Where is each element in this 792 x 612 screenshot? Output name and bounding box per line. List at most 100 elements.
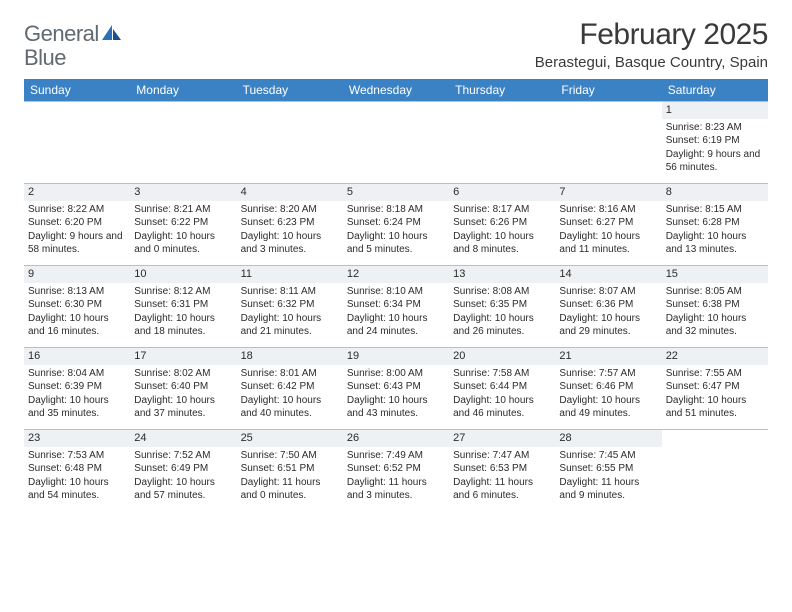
calendar-cell xyxy=(237,102,343,184)
weekday-header: Thursday xyxy=(449,79,555,102)
day-number: 15 xyxy=(662,266,768,283)
sunset-line: Sunset: 6:43 PM xyxy=(347,380,445,394)
header: General Blue February 2025 Berastegui, B… xyxy=(24,18,768,71)
calendar-cell xyxy=(24,102,130,184)
calendar-cell: 23Sunrise: 7:53 AMSunset: 6:48 PMDayligh… xyxy=(24,430,130,512)
calendar-cell: 11Sunrise: 8:11 AMSunset: 6:32 PMDayligh… xyxy=(237,266,343,348)
sunset-line: Sunset: 6:19 PM xyxy=(666,134,764,148)
calendar-body: 1 Sunrise: 8:23 AMSunset: 6:19 PM Daylight… xyxy=(24,102,768,512)
brand-word-2: Blue xyxy=(24,45,66,70)
brand-logo: General Blue xyxy=(24,22,123,70)
sunset-line: Sunset: 6:32 PM xyxy=(241,298,339,312)
calendar-cell: 4Sunrise: 8:20 AMSunset: 6:23 PMDaylight… xyxy=(237,184,343,266)
daylight-line: Daylight: 10 hours and 32 minutes. xyxy=(666,312,764,339)
sunset-line: Sunset: 6:51 PM xyxy=(241,462,339,476)
weekday-header: Sunday xyxy=(24,79,130,102)
daylight-line: Daylight: 10 hours and 26 minutes. xyxy=(453,312,551,339)
calendar-cell: 27Sunrise: 7:47 AMSunset: 6:53 PMDayligh… xyxy=(449,430,555,512)
sunrise-line: Sunrise: 8:08 AM xyxy=(453,285,551,299)
sunrise-line: Sunrise: 8:04 AM xyxy=(28,367,126,381)
day-number: 16 xyxy=(24,348,130,365)
calendar-table: SundayMondayTuesdayWednesdayThursdayFrid… xyxy=(24,79,768,512)
sunrise-line: Sunrise: 8:13 AM xyxy=(28,285,126,299)
day-number: 18 xyxy=(237,348,343,365)
daylight-line: Daylight: 9 hours and 58 minutes. xyxy=(28,230,126,257)
day-number: 10 xyxy=(130,266,236,283)
daylight-line: Daylight: 10 hours and 49 minutes. xyxy=(559,394,657,421)
calendar-cell: 28Sunrise: 7:45 AMSunset: 6:55 PMDayligh… xyxy=(555,430,661,512)
sunrise-line: Sunrise: 8:07 AM xyxy=(559,285,657,299)
daylight-line: Daylight: 11 hours and 9 minutes. xyxy=(559,476,657,503)
day-number: 7 xyxy=(555,184,661,201)
day-number: 21 xyxy=(555,348,661,365)
sunrise-line: Sunrise: 8:23 AM xyxy=(666,121,764,135)
sunrise-line: Sunrise: 7:55 AM xyxy=(666,367,764,381)
calendar-cell: 18Sunrise: 8:01 AMSunset: 6:42 PMDayligh… xyxy=(237,348,343,430)
weekday-header: Monday xyxy=(130,79,236,102)
sunrise-line: Sunrise: 8:12 AM xyxy=(134,285,232,299)
day-number: 3 xyxy=(130,184,236,201)
sunrise-line: Sunrise: 8:00 AM xyxy=(347,367,445,381)
day-number: 13 xyxy=(449,266,555,283)
sunset-line: Sunset: 6:47 PM xyxy=(666,380,764,394)
calendar-cell xyxy=(555,102,661,184)
daylight-line: Daylight: 10 hours and 51 minutes. xyxy=(666,394,764,421)
calendar-cell: 7Sunrise: 8:16 AMSunset: 6:27 PMDaylight… xyxy=(555,184,661,266)
sunset-line: Sunset: 6:24 PM xyxy=(347,216,445,230)
location-text: Berastegui, Basque Country, Spain xyxy=(535,54,768,71)
sunset-line: Sunset: 6:42 PM xyxy=(241,380,339,394)
sunset-line: Sunset: 6:38 PM xyxy=(666,298,764,312)
sunrise-line: Sunrise: 8:21 AM xyxy=(134,203,232,217)
calendar-header-row: SundayMondayTuesdayWednesdayThursdayFrid… xyxy=(24,79,768,102)
calendar-row: 9Sunrise: 8:13 AMSunset: 6:30 PMDaylight… xyxy=(24,266,768,348)
calendar-cell: 22Sunrise: 7:55 AMSunset: 6:47 PMDayligh… xyxy=(662,348,768,430)
day-number: 17 xyxy=(130,348,236,365)
calendar-cell: 3Sunrise: 8:21 AMSunset: 6:22 PMDaylight… xyxy=(130,184,236,266)
sunrise-line: Sunrise: 7:58 AM xyxy=(453,367,551,381)
sunset-line: Sunset: 6:23 PM xyxy=(241,216,339,230)
sunset-line: Sunset: 6:26 PM xyxy=(453,216,551,230)
daylight-line: Daylight: 10 hours and 16 minutes. xyxy=(28,312,126,339)
daylight-line: Daylight: 11 hours and 0 minutes. xyxy=(241,476,339,503)
calendar-cell: 9Sunrise: 8:13 AMSunset: 6:30 PMDaylight… xyxy=(24,266,130,348)
title-block: February 2025 Berastegui, Basque Country… xyxy=(535,18,768,71)
day-number: 25 xyxy=(237,430,343,447)
sunrise-line: Sunrise: 7:47 AM xyxy=(453,449,551,463)
daylight-line: Daylight: 11 hours and 3 minutes. xyxy=(347,476,445,503)
calendar-cell: 21Sunrise: 7:57 AMSunset: 6:46 PMDayligh… xyxy=(555,348,661,430)
weekday-header: Wednesday xyxy=(343,79,449,102)
sunrise-line: Sunrise: 8:05 AM xyxy=(666,285,764,299)
calendar-cell: 10Sunrise: 8:12 AMSunset: 6:31 PMDayligh… xyxy=(130,266,236,348)
daylight-line: Daylight: 10 hours and 3 minutes. xyxy=(241,230,339,257)
calendar-cell: 20Sunrise: 7:58 AMSunset: 6:44 PMDayligh… xyxy=(449,348,555,430)
day-number: 19 xyxy=(343,348,449,365)
day-number: 1 xyxy=(662,102,768,119)
sunset-line: Sunset: 6:53 PM xyxy=(453,462,551,476)
daylight-line: Daylight: 10 hours and 5 minutes. xyxy=(347,230,445,257)
day-number: 9 xyxy=(24,266,130,283)
weekday-header: Friday xyxy=(555,79,661,102)
day-number: 23 xyxy=(24,430,130,447)
daylight-line: Daylight: 10 hours and 0 minutes. xyxy=(134,230,232,257)
calendar-cell: 19 Sunrise: 8:00 AMSunset: 6:43 PMDayligh… xyxy=(343,348,449,430)
sunrise-line: Sunrise: 7:49 AM xyxy=(347,449,445,463)
day-number: 20 xyxy=(449,348,555,365)
daylight-line: Daylight: 10 hours and 29 minutes. xyxy=(559,312,657,339)
sunset-line: Sunset: 6:34 PM xyxy=(347,298,445,312)
day-number: 12 xyxy=(343,266,449,283)
daylight-line: Daylight: 10 hours and 13 minutes. xyxy=(666,230,764,257)
daylight-line: Daylight: 10 hours and 11 minutes. xyxy=(559,230,657,257)
sunrise-line: Sunrise: 8:02 AM xyxy=(134,367,232,381)
calendar-row: 23Sunrise: 7:53 AMSunset: 6:48 PMDayligh… xyxy=(24,430,768,512)
calendar-cell: 26Sunrise: 7:49 AMSunset: 6:52 PMDayligh… xyxy=(343,430,449,512)
sunset-line: Sunset: 6:44 PM xyxy=(453,380,551,394)
daylight-line: Daylight: 10 hours and 43 minutes. xyxy=(347,394,445,421)
calendar-cell: 15 Sunrise: 8:05 AMSunset: 6:38 PMDayligh… xyxy=(662,266,768,348)
weekday-header: Tuesday xyxy=(237,79,343,102)
calendar-cell: 17Sunrise: 8:02 AMSunset: 6:40 PMDayligh… xyxy=(130,348,236,430)
sunrise-line: Sunrise: 8:18 AM xyxy=(347,203,445,217)
daylight-line: Daylight: 10 hours and 57 minutes. xyxy=(134,476,232,503)
sunset-line: Sunset: 6:20 PM xyxy=(28,216,126,230)
day-number: 28 xyxy=(555,430,661,447)
daylight-line: Daylight: 10 hours and 24 minutes. xyxy=(347,312,445,339)
